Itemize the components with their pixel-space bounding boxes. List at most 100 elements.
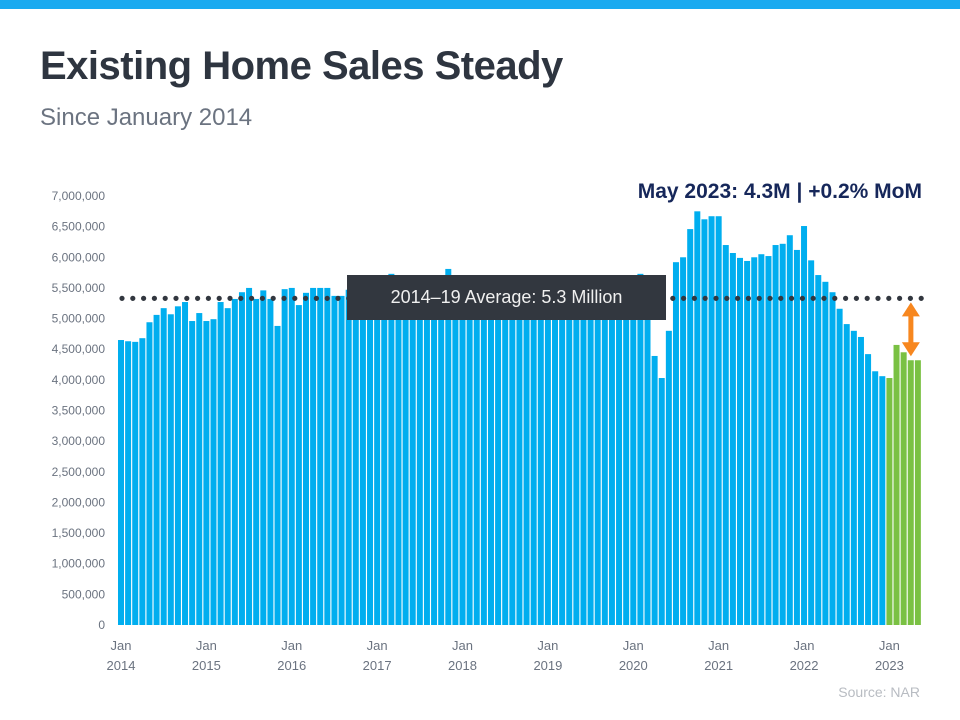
- arrow-head-down: [901, 342, 920, 357]
- bar: [886, 378, 893, 625]
- bar: [274, 325, 281, 625]
- bar: [544, 317, 551, 625]
- bar: [843, 324, 850, 625]
- x-tick-month: Jan: [196, 638, 217, 653]
- bar: [801, 226, 808, 625]
- bar: [203, 321, 210, 625]
- bar: [253, 298, 260, 625]
- bar: [680, 257, 687, 625]
- bar: [466, 285, 473, 625]
- average-dot: [238, 295, 244, 301]
- bar: [623, 285, 630, 625]
- bar: [672, 262, 679, 625]
- arrow-head-up: [901, 302, 920, 317]
- bar: [224, 308, 231, 625]
- bar: [687, 229, 694, 625]
- average-dot: [303, 295, 309, 301]
- average-dot: [681, 295, 687, 301]
- average-dot: [799, 295, 806, 301]
- bar: [238, 292, 245, 625]
- x-tick-month: Jan: [794, 638, 815, 653]
- bar: [267, 298, 274, 625]
- average-dot: [918, 295, 924, 301]
- bar: [836, 308, 843, 625]
- average-dot: [216, 295, 222, 301]
- bar: [793, 249, 800, 625]
- bar: [729, 252, 736, 625]
- bar: [879, 376, 886, 625]
- bar: [523, 305, 530, 625]
- average-dot: [130, 295, 136, 301]
- y-tick-label: 7,000,000: [52, 189, 106, 203]
- average-dot: [691, 295, 698, 301]
- bar: [160, 308, 167, 625]
- chart-title: Existing Home Sales Steady: [40, 44, 563, 88]
- bar: [857, 336, 864, 625]
- average-dot: [281, 295, 287, 301]
- bar: [310, 287, 317, 625]
- bar: [644, 302, 651, 625]
- bar: [196, 313, 203, 625]
- average-dot: [173, 295, 179, 301]
- bar: [473, 281, 480, 625]
- x-tick-month: Jan: [367, 638, 388, 653]
- chart-subtitle: Since January 2014: [40, 104, 253, 131]
- y-tick-label: 4,000,000: [52, 373, 106, 387]
- bar: [295, 305, 302, 625]
- bar: [146, 322, 153, 625]
- average-dot: [756, 295, 762, 301]
- average-dot: [897, 295, 903, 301]
- average-dot: [670, 295, 676, 301]
- y-axis: 0 500,000 1,000,000 1,500,000 2,000,000 2,500…: [52, 189, 106, 632]
- average-dot: [821, 295, 827, 301]
- y-tick-label: 3,000,000: [52, 434, 106, 448]
- bar: [765, 256, 772, 625]
- average-dot: [724, 295, 730, 301]
- bar: [246, 287, 253, 625]
- average-dot: [270, 295, 276, 301]
- bar: [865, 354, 872, 625]
- bar: [402, 280, 409, 625]
- x-tick-year: 2016: [277, 658, 306, 673]
- x-axis: Jan 2014 Jan 2015 Jan 2016 Jan 2017 Jan 2018 Jan 20…: [107, 638, 904, 673]
- bar: [331, 295, 338, 625]
- average-dot: [778, 295, 784, 301]
- average-dot: [195, 295, 201, 301]
- bar: [125, 341, 132, 625]
- bar: [182, 302, 189, 625]
- x-tick-month: Jan: [452, 638, 473, 653]
- bar: [459, 295, 466, 625]
- bar: [374, 276, 381, 625]
- bar: [665, 330, 672, 625]
- average-dot: [249, 295, 255, 301]
- y-tick-label: 0: [98, 618, 105, 632]
- bar: [359, 281, 366, 625]
- x-tick-month: Jan: [708, 638, 729, 653]
- bar: [772, 245, 779, 625]
- average-dot: [292, 295, 298, 301]
- bar: [594, 288, 601, 625]
- average-dot: [119, 295, 125, 301]
- bar: [744, 260, 751, 625]
- average-dot: [227, 295, 233, 301]
- bar: [381, 289, 388, 625]
- bar: [516, 309, 523, 625]
- source-note: Source: NAR: [838, 684, 920, 700]
- bar: [217, 302, 224, 625]
- bar: [480, 290, 487, 625]
- average-dot: [205, 295, 211, 301]
- y-tick-label: 1,500,000: [52, 526, 106, 540]
- average-dot: [151, 295, 157, 301]
- bar: [566, 306, 573, 625]
- bar: [893, 344, 900, 625]
- bar: [559, 305, 566, 625]
- y-tick-label: 5,000,000: [52, 312, 106, 326]
- x-tick-year: 2015: [192, 658, 221, 673]
- average-dot: [745, 295, 752, 301]
- y-tick-label: 3,500,000: [52, 404, 106, 418]
- x-tick-month: Jan: [537, 638, 558, 653]
- bar: [302, 292, 309, 625]
- bar: [260, 290, 267, 625]
- y-tick-label: 2,500,000: [52, 465, 106, 479]
